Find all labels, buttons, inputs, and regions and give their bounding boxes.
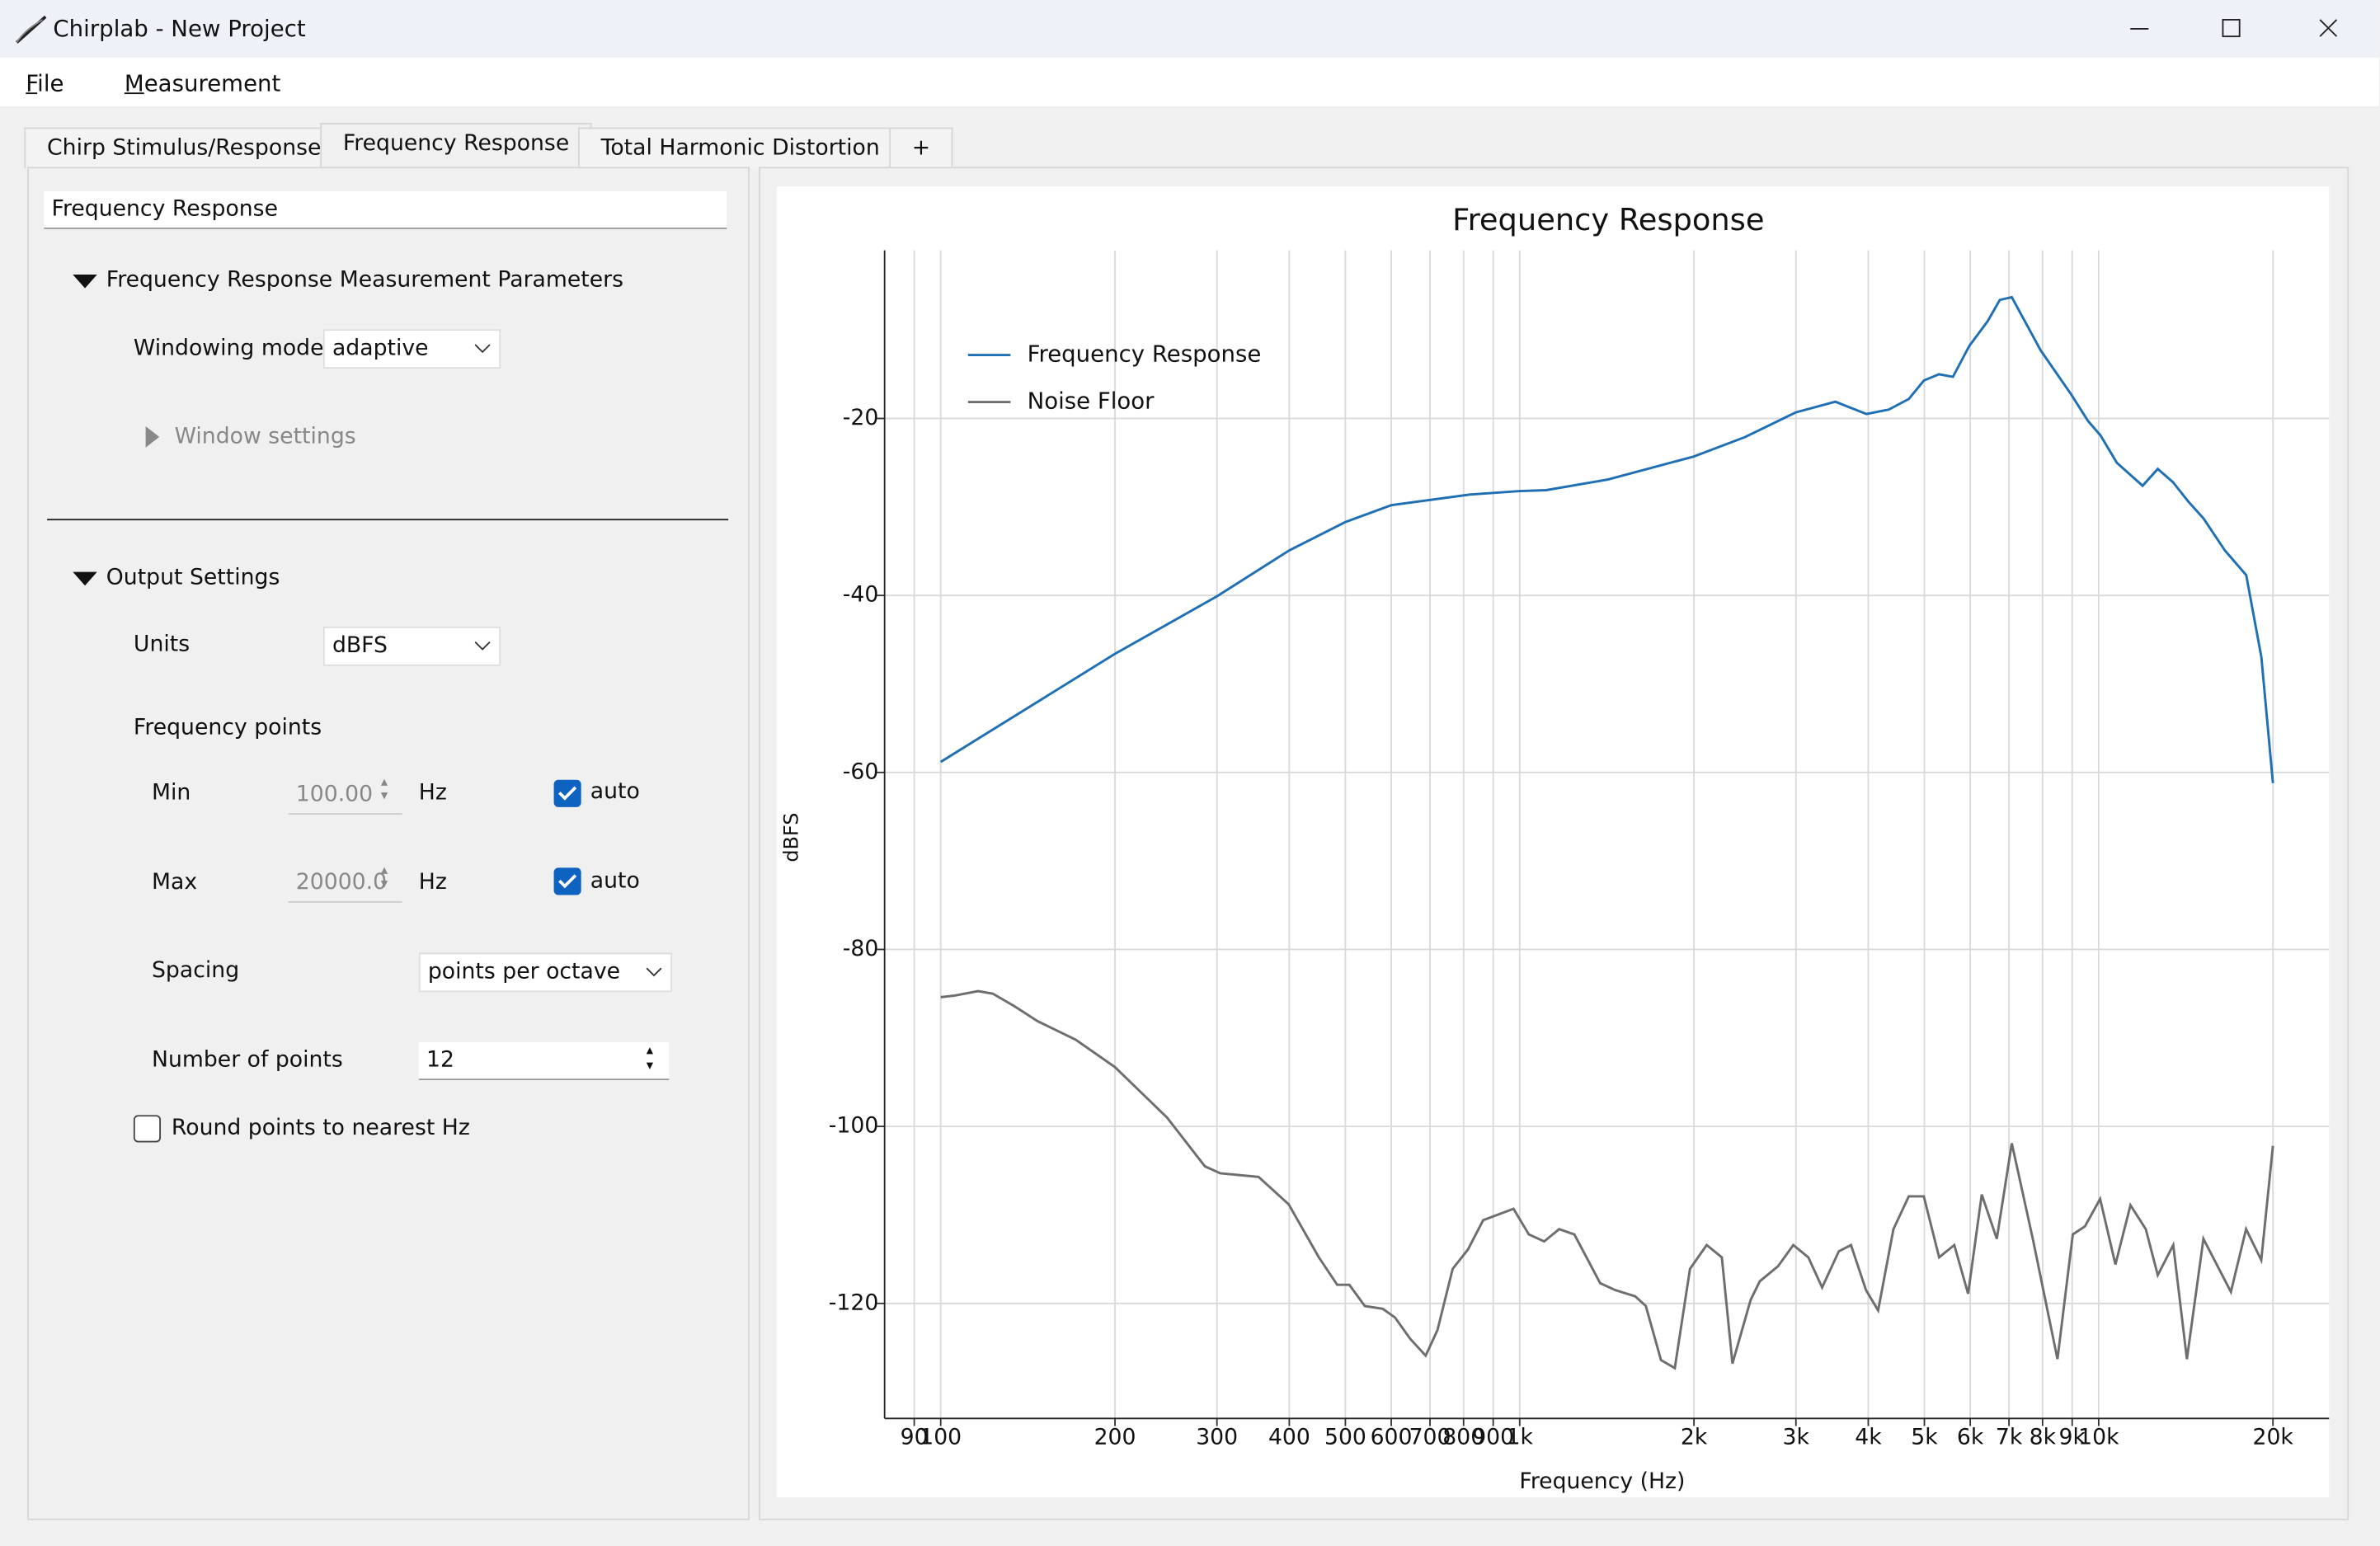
collapse-arrow[interactable]	[145, 426, 160, 448]
dropdown[interactable]: adaptive	[322, 329, 501, 369]
checkbox[interactable]	[553, 867, 581, 895]
tab-selected[interactable]: Frequency Response	[320, 123, 592, 169]
expand-arrow[interactable]	[73, 275, 97, 289]
x-tick-label: 900	[1472, 1425, 1514, 1450]
section-header[interactable]: Output Settings	[106, 566, 280, 590]
app-icon	[16, 15, 47, 44]
label: Windowing mode	[133, 336, 324, 361]
x-tick-label: 20k	[2253, 1425, 2294, 1450]
section-header[interactable]: Frequency Response Measurement Parameter…	[106, 268, 624, 294]
y-tick-label: -100	[829, 1113, 879, 1139]
settings-panel	[27, 167, 750, 1520]
chart-title: Frequency Response	[1452, 202, 1764, 237]
spinbox-value: 100.00	[295, 782, 374, 807]
label: Number of points	[151, 1048, 343, 1073]
tab-add[interactable]: +	[889, 127, 953, 169]
x-tick-label: 7k	[1996, 1425, 2023, 1450]
x-tick-label: 700	[1409, 1425, 1451, 1450]
x-tick-label: 90	[901, 1425, 929, 1450]
legend-label: Noise Floor	[1028, 388, 1155, 415]
x-axis-label: Frequency (Hz)	[1519, 1468, 1685, 1494]
tab[interactable]: Total Harmonic Distortion	[578, 127, 903, 169]
x-tick-label: 800	[1442, 1425, 1484, 1450]
x-tick-label: 1k	[1507, 1425, 1534, 1450]
dropdown-value: points per octave	[427, 960, 621, 985]
x-tick-label: 9k	[2059, 1425, 2086, 1450]
dropdown-arrow	[646, 967, 662, 977]
checkbox[interactable]	[553, 779, 581, 807]
checkbox[interactable]	[133, 1115, 162, 1143]
title-bar: Chirplab - New Project	[0, 0, 2379, 58]
dropdown[interactable]: dBFS	[322, 626, 501, 666]
spin-arrows[interactable]: ▴ ▾	[646, 1043, 654, 1074]
label: Min	[151, 781, 191, 806]
x-tick-label: 3k	[1783, 1425, 1810, 1450]
spin-arrows[interactable]: ▴ ▾	[380, 775, 388, 805]
x-tick-label: 100	[920, 1425, 962, 1450]
expand-arrow[interactable]	[73, 571, 97, 586]
separator	[47, 519, 729, 521]
x-tick-label: 6k	[1957, 1425, 1984, 1450]
x-tick-label: 8k	[2030, 1425, 2057, 1450]
y-tick-label: -80	[843, 936, 879, 961]
x-tick-label: 10k	[2078, 1425, 2119, 1450]
series-line	[939, 295, 2274, 783]
x-tick-label: 400	[1268, 1425, 1310, 1450]
spinbox-value: 20000.0	[295, 871, 388, 895]
menu-bar: File Measurement	[0, 57, 2379, 106]
x-tick-label: 5k	[1911, 1425, 1938, 1450]
checkbox-label[interactable]: auto	[590, 779, 640, 805]
y-axis-label: dBFS	[779, 813, 802, 862]
x-tick-label: 4k	[1855, 1425, 1882, 1450]
chart-background	[777, 186, 2330, 1497]
window-controls[interactable]	[2109, 12, 2367, 45]
spinbox-value: 12	[426, 1048, 454, 1073]
dropdown[interactable]: points per octave	[418, 952, 673, 993]
label: Frequency points	[133, 716, 322, 740]
label: Spacing	[151, 958, 240, 984]
y-tick-label: -40	[843, 582, 879, 608]
x-tick-label: 600	[1371, 1425, 1413, 1450]
x-tick-label: 500	[1324, 1425, 1366, 1450]
dropdown-value: adaptive	[332, 336, 429, 361]
spinbox[interactable]: 20000.0	[288, 864, 402, 903]
x-tick-label: 200	[1094, 1425, 1136, 1450]
menu-item[interactable]: File	[26, 69, 64, 97]
series-line	[940, 989, 2274, 1370]
unit-label: Hz	[418, 871, 447, 895]
label: Units	[133, 632, 190, 657]
x-tick-label: 2k	[1681, 1425, 1708, 1450]
checkbox-label[interactable]: auto	[590, 869, 640, 894]
spinbox[interactable]: 12	[418, 1042, 670, 1081]
y-tick-label: -60	[843, 759, 879, 784]
section-header[interactable]: Window settings	[174, 425, 356, 449]
spinbox[interactable]: 100.00	[288, 777, 402, 815]
y-tick-label: -120	[829, 1290, 879, 1315]
window-title: Chirplab - New Project	[53, 15, 306, 43]
legend-label: Frequency Response	[1028, 341, 1262, 368]
x-tick-label: 300	[1196, 1425, 1238, 1450]
dropdown-value: dBFS	[332, 634, 388, 659]
tab[interactable]: Chirp Stimulus/Response	[24, 127, 345, 169]
y-tick-label: -20	[843, 405, 879, 430]
unit-label: Hz	[418, 781, 447, 806]
menu-item[interactable]: Measurement	[124, 69, 281, 97]
dropdown-arrow	[474, 344, 491, 354]
name-field[interactable]: Frequency Response	[44, 190, 727, 229]
spin-arrows[interactable]: ▴ ▾	[380, 862, 388, 892]
label: Max	[151, 871, 198, 895]
dropdown-arrow	[474, 641, 491, 651]
checkbox-label[interactable]: Round points to nearest Hz	[171, 1116, 470, 1141]
